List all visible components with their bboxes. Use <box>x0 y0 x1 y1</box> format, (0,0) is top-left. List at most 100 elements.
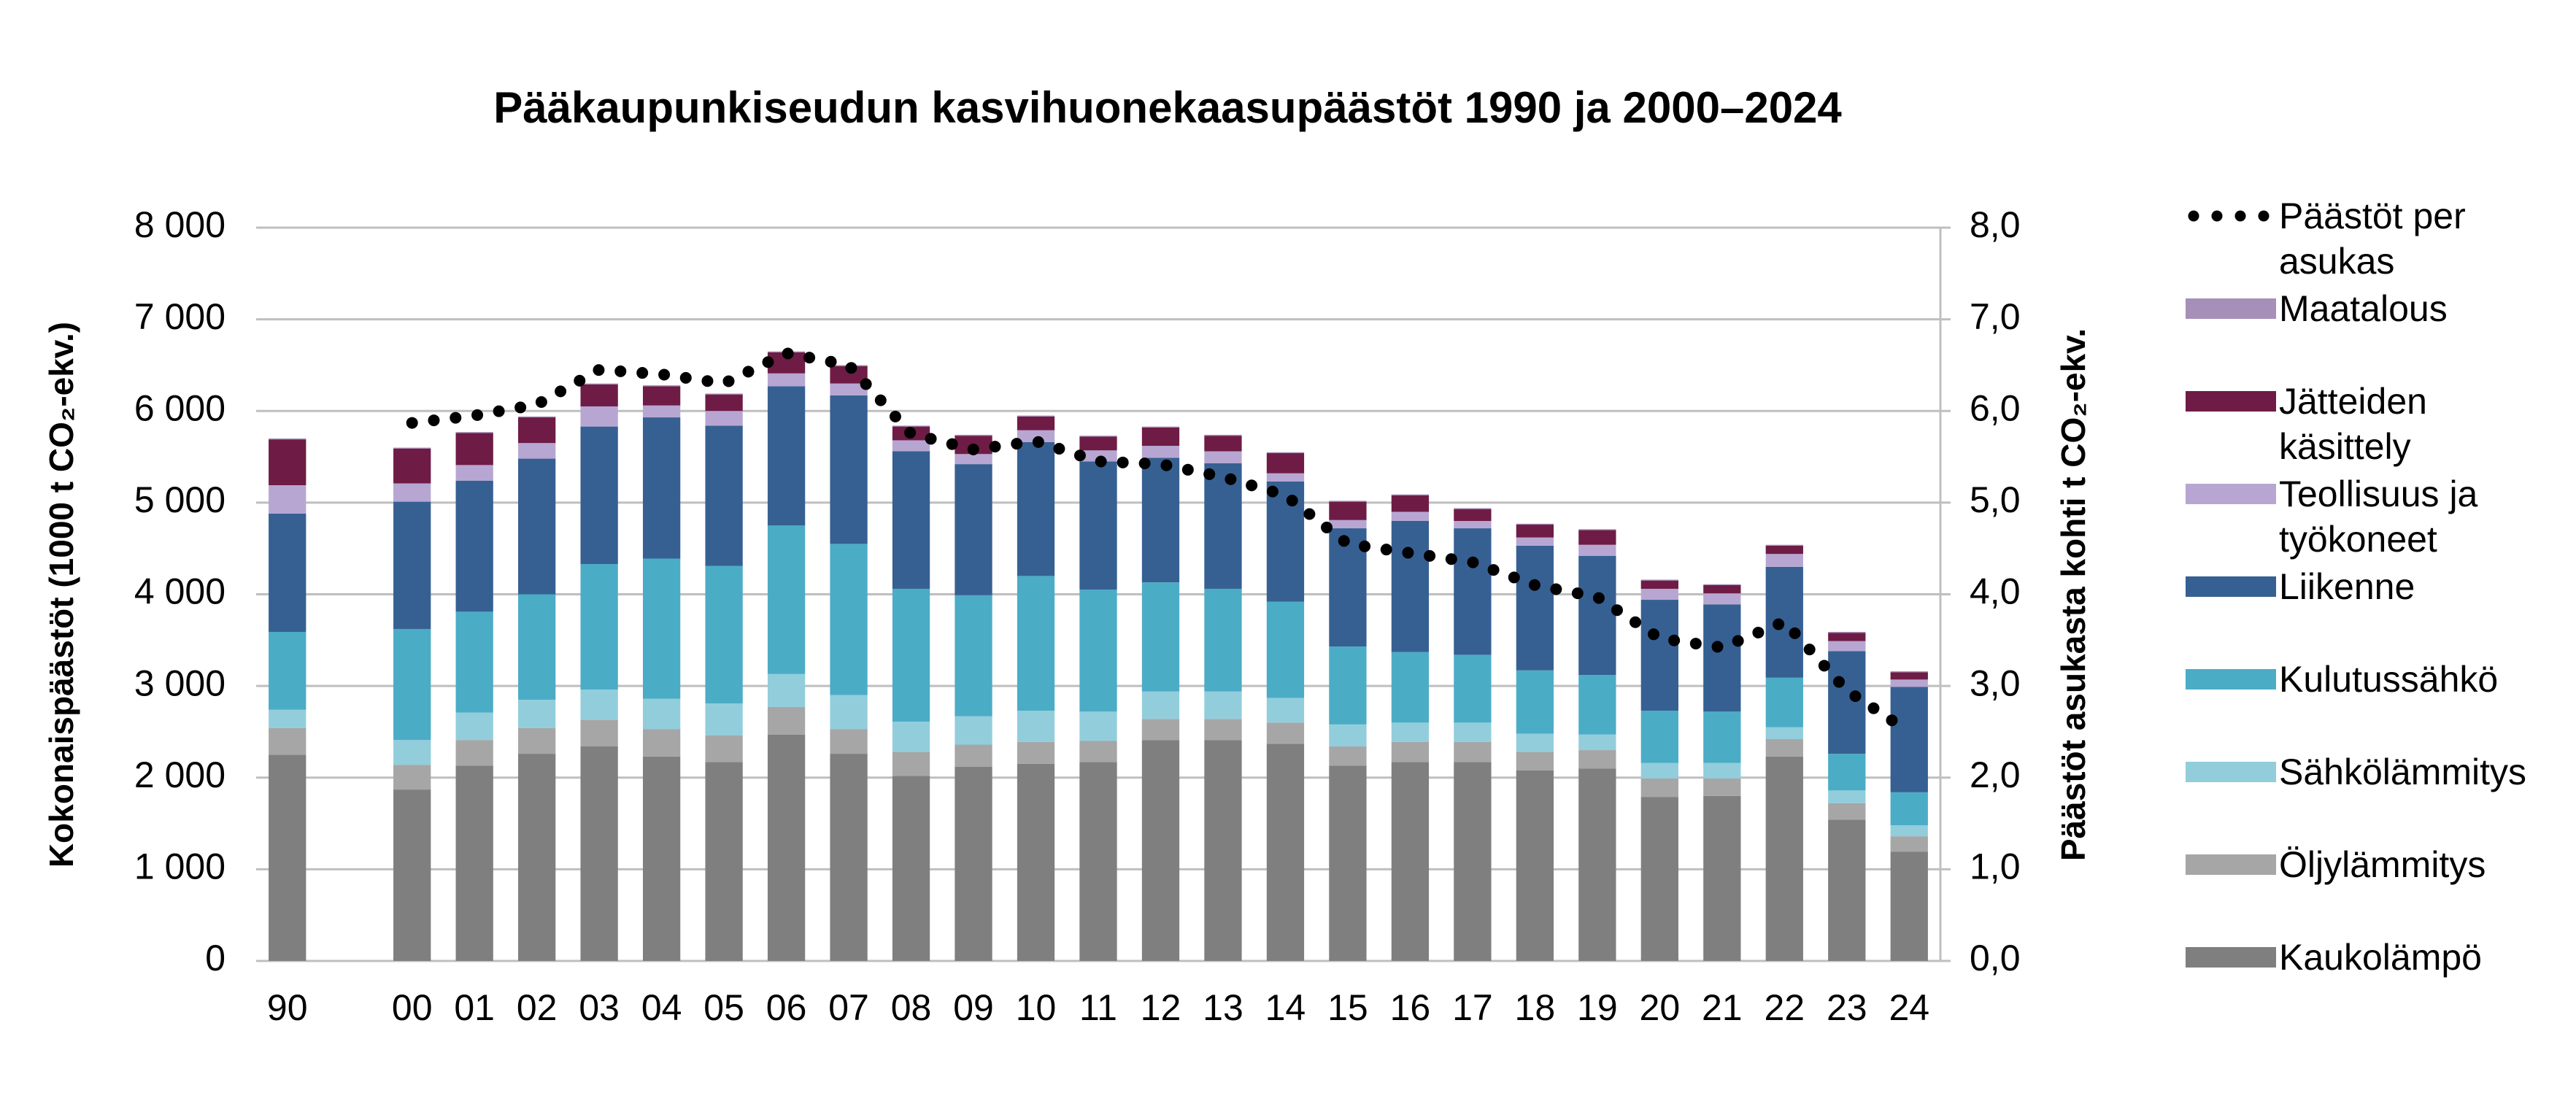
bar-segment <box>1079 461 1117 590</box>
bar-segment <box>1266 452 1305 454</box>
bar-segment <box>1391 741 1430 762</box>
bar-segment <box>955 454 992 465</box>
x-tick-label: 20 <box>1640 987 1681 1028</box>
bar-segment <box>1703 584 1741 594</box>
x-tick-label: 14 <box>1265 987 1306 1028</box>
legend-label: Päästöt per asukas <box>2279 196 2466 282</box>
bar-segment <box>1204 451 1242 463</box>
x-tick-label: 23 <box>1827 987 1867 1028</box>
bar-segment <box>892 752 930 776</box>
bar-segment <box>1454 521 1492 529</box>
bar-segment <box>1329 646 1367 725</box>
x-tick-label: 24 <box>1889 987 1929 1028</box>
bar-segment <box>892 425 930 427</box>
bar-segment <box>455 611 493 713</box>
bar-segment <box>1890 825 1928 837</box>
bar-segment <box>642 756 681 961</box>
bar-segment <box>955 744 992 767</box>
bar-segment <box>1141 427 1180 446</box>
bar-segment <box>1141 445 1180 458</box>
bar-segment <box>455 712 493 741</box>
bar-segment <box>1454 741 1492 762</box>
bar-segment <box>1017 430 1055 442</box>
y2-tick-label: 6,0 <box>1970 387 2021 428</box>
bar-segment <box>1578 555 1616 676</box>
legend-label: Jätteiden käsittely <box>2279 381 2427 467</box>
y2-tick-label: 7,0 <box>1970 296 2021 337</box>
bar-segment <box>455 432 493 433</box>
bar-segment <box>1329 724 1367 747</box>
x-tick-label: 15 <box>1327 987 1368 1028</box>
bar-segment <box>955 716 992 745</box>
bar-segment <box>1640 579 1678 581</box>
bar-segment <box>1017 416 1055 430</box>
bar-segment <box>393 765 431 790</box>
y-tick-label: 7 000 <box>134 296 225 337</box>
bar-segment <box>1266 698 1305 723</box>
bar-segment <box>1266 722 1305 744</box>
bar-segment <box>518 699 556 728</box>
bar-segment <box>1703 584 1741 585</box>
x-tick-label: 02 <box>517 987 558 1028</box>
bar-segment <box>1391 722 1430 742</box>
y-tick-label: 8 000 <box>134 204 225 245</box>
legend-swatch <box>2186 391 2276 412</box>
bar-segment <box>955 434 992 436</box>
bar-segment <box>1516 525 1554 538</box>
bar-segment <box>580 690 618 720</box>
bar-segment <box>1640 580 1678 589</box>
x-tick-label: 90 <box>267 987 308 1028</box>
bar-segment <box>1391 762 1430 961</box>
legend-label: Liikenne <box>2279 566 2415 607</box>
x-tick-label: 11 <box>1079 987 1117 1028</box>
x-tick-label: 21 <box>1702 987 1743 1028</box>
bar-segment <box>1017 576 1055 711</box>
y2-tick-label: 1,0 <box>1970 846 2021 887</box>
y2-tick-label: 3,0 <box>1970 663 2021 703</box>
bar-segment <box>892 451 930 589</box>
bar-segment <box>1454 509 1492 521</box>
y2-axis-title: Päästöt asukasta kohti t CO₂-ekv. <box>2054 328 2092 861</box>
bar-segment <box>1828 790 1866 803</box>
bar-segment <box>1204 588 1242 692</box>
bar-segment <box>1765 677 1803 727</box>
bar-segment <box>1079 590 1117 712</box>
bar-segment <box>1017 711 1055 742</box>
legend-label: Kaukolämpö <box>2279 937 2482 978</box>
bar-segment <box>1454 528 1492 655</box>
bar-segment <box>1017 741 1055 764</box>
bar-segment <box>1703 604 1741 712</box>
bar-segment <box>1703 779 1741 796</box>
bar-segment <box>642 385 681 387</box>
bar-segment <box>1828 632 1866 633</box>
bar-segment <box>1204 434 1242 436</box>
bar-segment <box>1765 544 1803 546</box>
bar-segment <box>1017 763 1055 961</box>
legend-label: Sähkölämmitys <box>2279 752 2526 792</box>
bar-segment <box>767 386 806 526</box>
y2-tick-label: 2,0 <box>1970 754 2021 795</box>
bar-segment <box>1765 566 1803 678</box>
bar-segment <box>1266 453 1305 474</box>
bar-segment <box>1516 770 1554 961</box>
bar-segment <box>1703 795 1741 961</box>
bar-segment <box>705 762 743 961</box>
bar-segment <box>1329 501 1367 520</box>
x-tick-label: 22 <box>1764 987 1805 1028</box>
y-axis-title: Kokonaispäästöt (1000 t CO₂-ekv.) <box>42 322 80 868</box>
bar-segment <box>1266 481 1305 602</box>
bar-segment <box>830 544 868 695</box>
bar-segment <box>1828 819 1866 961</box>
bar-segment <box>393 483 431 502</box>
bar-segment <box>1516 752 1554 771</box>
bar-segment <box>1079 762 1117 961</box>
bar-segment <box>455 465 493 481</box>
bar-segment <box>580 746 618 961</box>
bar-segment <box>1578 750 1616 769</box>
bar-segment <box>892 588 930 722</box>
bar-segment <box>1266 601 1305 698</box>
x-tick-label: 05 <box>703 987 744 1028</box>
bar-segment <box>1141 719 1180 741</box>
bar-segment <box>767 707 806 735</box>
bar-segment <box>705 735 743 762</box>
